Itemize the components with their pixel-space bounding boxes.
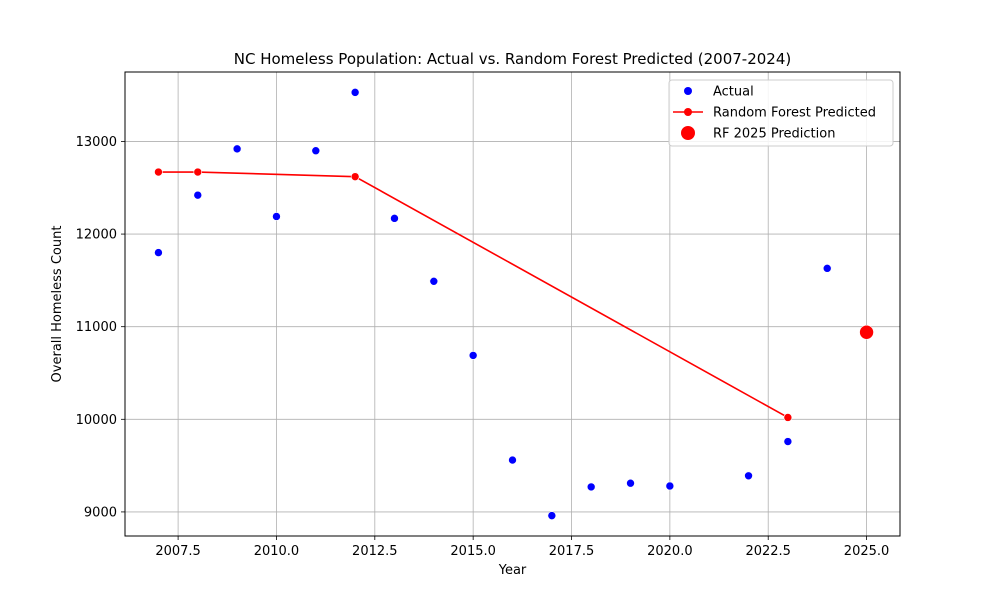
y-tick-label: 10000 <box>76 413 117 428</box>
y-axis-label: Overall Homeless Count <box>50 226 65 383</box>
series-actual-point <box>232 144 242 154</box>
y-tick-label: 12000 <box>76 228 117 243</box>
series-actual-point <box>665 481 675 491</box>
series-actual-point <box>154 248 163 257</box>
series-actual-point <box>783 437 793 446</box>
series-actual-point <box>429 277 439 286</box>
series-actual-point <box>390 214 399 223</box>
series-actual-point <box>626 478 635 488</box>
x-axis-label: Year <box>498 563 527 578</box>
x-tick-label: 2010.0 <box>254 544 300 559</box>
series-random-forest-predicted-point <box>350 172 360 181</box>
legend: Actual Random Forest Predicted RF 2025 Pre… <box>668 79 894 147</box>
legend-box <box>668 79 894 147</box>
series-layer <box>154 88 874 520</box>
series-actual-point <box>586 482 596 492</box>
series-random-forest-predicted-point <box>193 167 203 177</box>
series-random-forest-predicted-point <box>154 167 163 177</box>
x-tick-label: 2015.0 <box>450 544 496 559</box>
y-axis: 9000 10000 11000 12000 13000 <box>76 135 125 520</box>
plot-frame <box>124 71 901 537</box>
series-actual-point <box>822 264 832 273</box>
series-actual-point <box>350 88 360 97</box>
legend-label-rf-2025-prediction: RF 2025 Prediction <box>713 127 835 142</box>
series-rf-2025-prediction-point <box>859 324 874 340</box>
series-actual-point <box>468 351 478 360</box>
series-random-forest-predicted-point <box>783 413 793 422</box>
x-tick-label: 2022.5 <box>745 544 791 559</box>
series-actual-point <box>272 212 281 221</box>
series-actual-point <box>508 455 517 465</box>
x-tick-label: 2017.5 <box>549 544 595 559</box>
x-tick-label: 2025.0 <box>844 544 890 559</box>
series-actual-point <box>744 471 753 481</box>
y-tick-label: 11000 <box>76 320 117 335</box>
series-actual-point <box>547 511 557 520</box>
grid <box>125 72 900 536</box>
legend-label-random-forest-predicted: Random Forest Predicted <box>713 106 876 121</box>
y-tick-label: 9000 <box>84 505 117 520</box>
x-axis: 2007.5 2010.0 2012.5 2015.0 2017.5 2020.0 2022… <box>155 536 889 559</box>
chart-title: NC Homeless Population: Actual vs. Rando… <box>234 50 792 68</box>
legend-marker-actual <box>684 87 692 95</box>
x-tick-label: 2012.5 <box>352 544 398 559</box>
legend-marker-random-forest-predicted <box>684 108 692 116</box>
x-tick-label: 2007.5 <box>155 544 201 559</box>
legend-label-actual: Actual <box>713 85 754 100</box>
x-tick-label: 2020.0 <box>647 544 693 559</box>
series-actual-point <box>311 146 321 156</box>
y-tick-label: 13000 <box>76 135 117 150</box>
series-actual-point <box>193 190 203 200</box>
legend-marker-rf-2025-prediction <box>681 126 695 140</box>
series-random-forest-predicted-line <box>158 171 789 419</box>
